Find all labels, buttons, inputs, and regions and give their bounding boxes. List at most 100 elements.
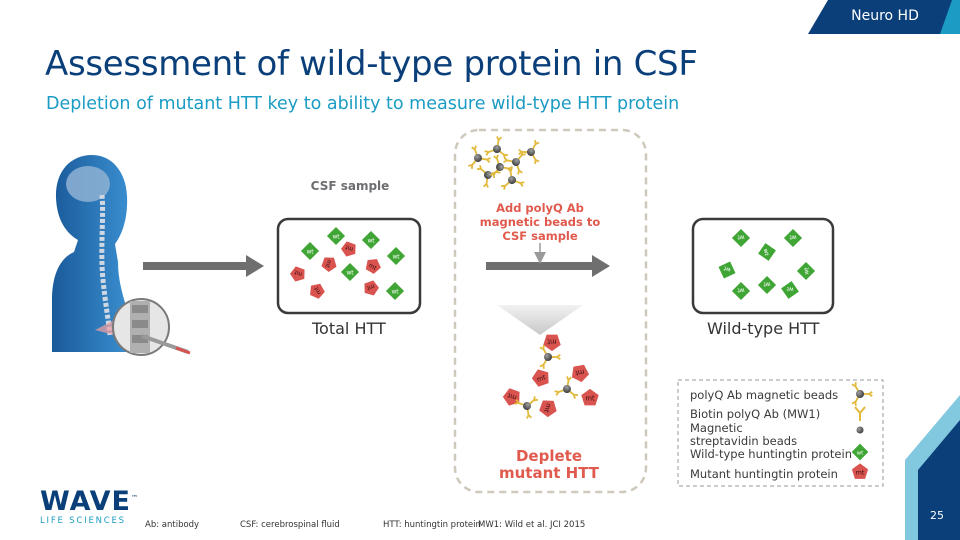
svg-text:mt: mt: [856, 470, 865, 477]
svg-text:wt: wt: [857, 451, 864, 457]
depleted-mutant-protein-2: mt: [530, 368, 550, 389]
total-htt-protein-5: wt: [385, 245, 407, 267]
polyq-bead-1: [468, 145, 491, 169]
wildtype-htt-protein-6: wt: [730, 280, 752, 302]
depleted-cluster: mt mt mt mt mt mt: [501, 333, 601, 419]
corner-decoration: [905, 395, 960, 540]
funnel-shape: [497, 305, 583, 335]
wildtype-htt-protein-5: wt: [795, 260, 817, 282]
svg-text:mt: mt: [344, 243, 354, 252]
legend-label-streptavidin: Magnetic streptavidin beads: [690, 421, 798, 448]
depletion-panel: [453, 128, 648, 494]
svg-text:wt: wt: [392, 255, 400, 261]
page-number: 25: [930, 509, 944, 522]
legend-label-biotin-ab: Biotin polyQ Ab (MW1): [690, 407, 821, 421]
total-htt-protein-12: wt: [384, 280, 406, 302]
depleted-mutant-protein-1: mt: [541, 333, 563, 353]
wildtype-htt-caption: Wild-type HTT: [707, 319, 820, 338]
svg-text:mt: mt: [536, 373, 548, 384]
legend-icons: wt mt: [849, 382, 873, 481]
total-htt-protein-8: wt: [339, 261, 361, 283]
polyq-bead-5: [501, 167, 525, 190]
wildtype-htt-box: [691, 217, 835, 315]
total-htt-protein-7: mt: [364, 257, 383, 276]
svg-text:wt: wt: [762, 248, 769, 257]
footnote-csf: CSF: cerebrospinal fluid: [240, 520, 340, 530]
svg-text:wt: wt: [737, 233, 745, 239]
svg-text:wt: wt: [763, 280, 771, 286]
bead-cluster: [468, 136, 540, 190]
wildtype-htt-protein-4: wt: [716, 259, 738, 281]
footnote-mw1: MW1: Wild et al. JCI 2015: [478, 520, 586, 530]
header-tag-shape: [808, 0, 960, 34]
depleted-bead-3: [514, 396, 538, 419]
depleted-bead-1: [539, 345, 561, 369]
antibody-icon: [854, 406, 866, 421]
total-htt-protein-11: mt: [363, 278, 381, 297]
svg-text:wt: wt: [306, 250, 314, 256]
svg-text:mt: mt: [542, 402, 553, 414]
wave-logo: WAVE™: [40, 486, 139, 517]
total-htt-protein-6: mt: [319, 256, 338, 274]
header-tag: Neuro HD: [851, 8, 919, 24]
beads-step-label: Add polyQ Ab magnetic beads to CSF sampl…: [479, 201, 601, 243]
total-htt-protein-1: wt: [325, 225, 347, 247]
svg-text:wt: wt: [737, 286, 745, 292]
wildtype-htt-protein-2: wt: [782, 227, 804, 249]
bead-cluster-icon: [851, 382, 873, 406]
total-htt-protein-10: mt: [308, 282, 327, 301]
lumbar-puncture-magnifier: [95, 298, 191, 356]
svg-text:wt: wt: [723, 264, 732, 272]
page-subtitle: Depletion of mutant HTT key to ability t…: [46, 94, 680, 114]
total-htt-protein-2: wt: [360, 229, 382, 251]
arrow-to-sample: [143, 255, 264, 277]
svg-text:wt: wt: [805, 267, 811, 275]
depleted-bead-2: [554, 376, 578, 399]
svg-text:mt: mt: [313, 285, 323, 296]
svg-text:mt: mt: [323, 259, 332, 269]
svg-text:mt: mt: [574, 368, 585, 378]
svg-text:wt: wt: [789, 233, 797, 239]
svg-text:wt: wt: [367, 239, 375, 245]
streptavidin-bead-icon: [856, 426, 864, 434]
wildtype-htt-protein-3: wt: [756, 241, 778, 263]
arrow-to-wildtype: [486, 255, 610, 277]
patient-figure: [52, 155, 130, 352]
polyq-bead-2: [484, 136, 508, 159]
footnote-ab: Ab: antibody: [145, 520, 200, 530]
depleted-mutant-protein-5: mt: [537, 399, 558, 419]
wave-logo-subtitle: LIFE SCIENCES: [40, 516, 126, 526]
total-htt-protein-4: wt: [299, 240, 321, 262]
legend-box: [677, 379, 884, 487]
csf-sample-label: CSF sample: [310, 179, 390, 193]
legend-label-polyq-beads: polyQ Ab magnetic beads: [690, 388, 839, 402]
wildtype-protein-icon: wt: [849, 441, 871, 463]
wildtype-htt-protein-8: wt: [779, 279, 801, 301]
polyq-bead-3: [503, 151, 526, 175]
depleted-mutant-protein-3: mt: [570, 363, 591, 384]
wildtype-htt-protein-7: wt: [756, 274, 778, 296]
total-htt-protein-3: mt: [339, 239, 357, 258]
legend-label-mutant: Mutant huntingtin protein: [690, 467, 838, 481]
legend-label-wildtype: Wild-type huntingtin protein: [690, 447, 852, 461]
svg-text:mt: mt: [506, 391, 518, 402]
mutant-protein-icon: mt: [850, 461, 870, 481]
svg-text:wt: wt: [391, 290, 399, 296]
polyq-bead-7: [490, 154, 513, 178]
depleted-mutant-protein-4: mt: [501, 386, 521, 407]
svg-text:wt: wt: [346, 271, 354, 277]
polyq-bead-6: [518, 140, 540, 164]
svg-text:mt: mt: [293, 268, 303, 277]
depleted-mutant-protein-6: mt: [579, 387, 601, 407]
svg-text:mt: mt: [585, 395, 595, 403]
wildtype-htt-protein-1: wt: [730, 227, 752, 249]
page-title: Assessment of wild-type protein in CSF: [45, 44, 698, 84]
svg-text:mt: mt: [367, 263, 378, 273]
deplete-label: Deplete mutant HTT: [498, 447, 600, 482]
total-htt-protein-9: mt: [288, 264, 306, 283]
svg-text:wt: wt: [332, 235, 340, 241]
svg-text:wt: wt: [786, 285, 795, 292]
footnote-htt: HTT: huntingtin protein: [383, 520, 481, 530]
